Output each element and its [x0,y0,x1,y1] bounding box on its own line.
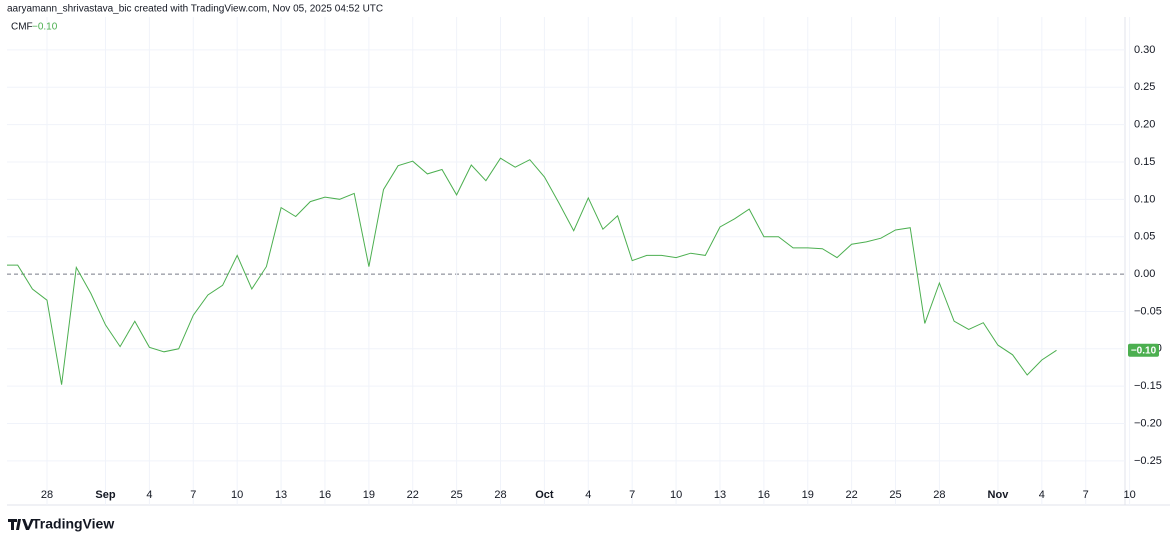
x-tick-label: 7 [190,489,196,501]
y-tick-label: 0.10 [1134,193,1155,205]
y-tick-label: 0.20 [1134,119,1155,131]
x-tick-label: Sep [95,489,115,501]
x-tick-label: Oct [535,489,554,501]
x-tick-label: 16 [758,489,770,501]
x-tick-label: 19 [802,489,814,501]
x-tick-label: 16 [319,489,331,501]
x-tick-label: 10 [1123,489,1135,501]
last-value-badge [1128,343,1159,357]
x-tick-label: 10 [231,489,243,501]
y-tick-label: −0.15 [1134,380,1162,392]
x-tick-label: 25 [889,489,901,501]
x-tick-label: 13 [275,489,287,501]
header: aaryamann_shrivastava_bic created with T… [7,4,383,15]
y-tick-label: −0.20 [1134,417,1162,429]
last-value-label: −0.10 [1131,345,1157,356]
x-tick-label: 25 [451,489,463,501]
x-tick-label: 7 [1083,489,1089,501]
logo: TradingView [8,516,114,532]
logo-mark [8,519,34,530]
cmf-line [7,157,1057,385]
x-tick-label: 19 [363,489,375,501]
x-tick-label: 7 [629,489,635,501]
x-tick-label: 4 [146,489,152,501]
x-tick-label: Nov [988,489,1010,501]
logo-text: TradingView [32,516,114,532]
y-tick-label: −0.25 [1134,455,1162,467]
legend-value: −0.10 [32,22,58,33]
x-tick-label: 22 [407,489,419,501]
x-tick-label: 4 [1039,489,1045,501]
x-tick-label: 4 [585,489,591,501]
x-tick-label: 22 [846,489,858,501]
y-tick-label: 0.00 [1134,268,1155,280]
legend-name: CMF [11,22,33,33]
x-tick-label: 28 [933,489,945,501]
x-tick-label: 13 [714,489,726,501]
x-tick-label: 28 [494,489,506,501]
y-tick-label: −0.05 [1134,305,1162,317]
y-tick-label: 0.15 [1134,156,1155,168]
y-tick-label: 0.05 [1134,231,1155,243]
y-tick-label: 0.30 [1134,44,1155,56]
x-tick-label: 10 [670,489,682,501]
x-tick-label: 28 [41,489,53,501]
y-tick-label: 0.25 [1134,81,1155,93]
